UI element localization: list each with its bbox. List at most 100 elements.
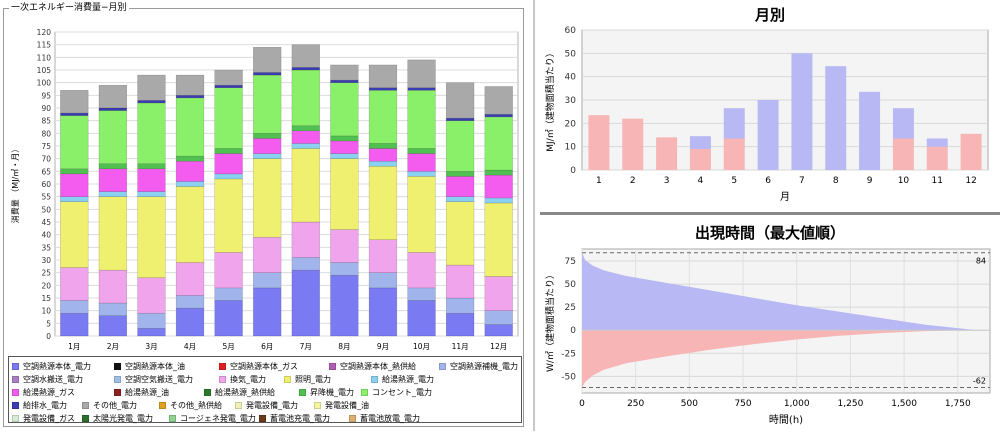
legend-item: コンセント_電力 bbox=[361, 387, 432, 398]
legend-label: 空調熱源本体_熱供給 bbox=[340, 362, 416, 371]
y-tick-label: 25 bbox=[565, 303, 576, 313]
bar-segment bbox=[98, 84, 128, 109]
bar-segment bbox=[175, 160, 205, 182]
chart-title: 出現時間（最大値順） bbox=[695, 224, 845, 242]
legend-label: 給湯熱源_ガス bbox=[23, 388, 75, 397]
legend-item: 発電設備_電力 bbox=[235, 400, 298, 411]
monthly-bar-panel: 月別 0 10 20 30 40 50 60 MJ/㎡（建物面積当たり） 1 2 3 4 5 6 7 8 9 10 1… bbox=[540, 0, 1000, 210]
bar-segment bbox=[407, 87, 436, 91]
panel-divider[interactable] bbox=[533, 0, 535, 431]
bar-segment bbox=[175, 307, 205, 337]
x-axis-label: 月 bbox=[780, 191, 790, 203]
bar-segment bbox=[330, 274, 359, 337]
bar-segment bbox=[445, 196, 475, 202]
bar-segment bbox=[291, 269, 320, 337]
bar-segment bbox=[330, 158, 359, 230]
bar-segment bbox=[253, 74, 282, 134]
bar-segment bbox=[368, 160, 398, 167]
legend-swatch bbox=[114, 363, 121, 370]
bar-segment bbox=[368, 166, 398, 240]
bar-segment bbox=[175, 295, 205, 309]
legend-item: 蓄電池充電_電力 bbox=[259, 413, 330, 424]
bar-segment bbox=[407, 90, 436, 149]
bar bbox=[791, 53, 813, 171]
stacked-bar-chart: 0 5 10 15 20 25 30 35 40 45 50 55 60 65 70 75 80 85 90 95 10… bbox=[10, 28, 519, 351]
bar-segment bbox=[137, 191, 166, 197]
x-tick-label: 11月 bbox=[452, 342, 469, 351]
bar-segment bbox=[368, 64, 398, 88]
bar-segment bbox=[137, 100, 166, 104]
bar bbox=[622, 118, 644, 170]
bar-segment bbox=[137, 168, 166, 192]
legend-item: コージェネ発電_電力 bbox=[169, 413, 256, 424]
legend-swatch bbox=[159, 402, 166, 409]
legend-label: 空調熱源本体_油 bbox=[125, 362, 185, 371]
monthly-stacked-panel: 一次エネルギー消費量−月別 0 5 10 15 20 25 30 35 40 45 50 55 60 65… bbox=[3, 1, 524, 427]
bar-segment bbox=[445, 120, 475, 172]
x-tick-label: 8 bbox=[833, 176, 839, 186]
legend-swatch bbox=[235, 402, 242, 409]
y-tick-label: 5 bbox=[46, 319, 51, 328]
bar-segment bbox=[330, 262, 359, 276]
bar bbox=[689, 136, 711, 149]
legend-item: 照明_電力 bbox=[284, 374, 331, 385]
legend-item: 発電設備_油 bbox=[314, 400, 369, 411]
legend-swatch bbox=[12, 389, 19, 396]
annotation-max: 84 bbox=[976, 257, 986, 266]
bar-segment bbox=[484, 324, 513, 337]
legend-label: 換気_電力 bbox=[230, 375, 266, 384]
bar-segment bbox=[60, 168, 89, 175]
legend-item: 換気_電力 bbox=[219, 374, 266, 385]
legend-label: 空調水搬送_電力 bbox=[23, 375, 83, 384]
bar-segment bbox=[445, 264, 475, 299]
legend-label: コンセント_電力 bbox=[372, 388, 432, 397]
legend: 空調熱源本体_電力 空調熱源本体_油 空調熱源本体_ガス 空調熱源本体_熱供給 空調熱源… bbox=[8, 356, 522, 423]
panel-frame bbox=[3, 8, 524, 427]
bar-segment bbox=[253, 272, 282, 289]
bar-segment bbox=[175, 181, 205, 187]
legend-item: 昇降機_電力 bbox=[299, 387, 354, 398]
bar-segment bbox=[407, 171, 436, 177]
legend-swatch bbox=[12, 402, 19, 409]
legend-item: 給湯熱源_油 bbox=[114, 387, 169, 398]
x-tick-label: 750 bbox=[734, 399, 751, 409]
y-tick-label: 105 bbox=[37, 66, 52, 75]
bar-segment bbox=[407, 252, 436, 289]
bar-segment bbox=[60, 112, 89, 116]
y-tick-label: 15 bbox=[41, 294, 51, 303]
legend-swatch bbox=[12, 415, 19, 422]
bar-segment bbox=[368, 87, 398, 91]
y-tick-label: 50 bbox=[565, 49, 577, 59]
bar-segment bbox=[98, 107, 128, 111]
bar-segment bbox=[175, 262, 205, 296]
x-tick-label: 8月 bbox=[338, 342, 350, 351]
legend-item: 空調水搬送_電力 bbox=[12, 374, 83, 385]
bar-segment bbox=[60, 173, 89, 197]
bar-segment bbox=[98, 168, 128, 192]
y-tick-label: 60 bbox=[565, 26, 577, 36]
y-axis-label: 消費量 （MJ/㎡・月） bbox=[10, 145, 20, 224]
bar-segment bbox=[291, 143, 320, 149]
legend-label: 発電設備_ガス bbox=[23, 414, 75, 423]
legend-label: 空調熱源本体_電力 bbox=[23, 362, 91, 371]
bar-segment bbox=[445, 312, 475, 337]
legend-item: 空調熱源本体_油 bbox=[114, 361, 185, 372]
bar-segment bbox=[407, 287, 436, 301]
x-tick-label: 7月 bbox=[300, 342, 312, 351]
bar-segment bbox=[214, 178, 243, 253]
bar-segment bbox=[253, 236, 282, 273]
bar-segment bbox=[330, 79, 359, 83]
legend-swatch bbox=[114, 376, 121, 383]
bar-segment bbox=[98, 269, 128, 304]
bar-segment bbox=[253, 138, 282, 154]
y-tick-label: 80 bbox=[41, 129, 51, 138]
bar-segment bbox=[98, 302, 128, 316]
legend-label: 空調熱源補機_電力 bbox=[450, 362, 518, 371]
x-tick-label: 4 bbox=[698, 176, 704, 186]
bar-segment bbox=[214, 153, 243, 175]
panel-splitter[interactable] bbox=[540, 212, 1000, 215]
bar-segment bbox=[484, 276, 513, 311]
bar-segment bbox=[407, 176, 436, 253]
bar-segment bbox=[330, 140, 359, 154]
